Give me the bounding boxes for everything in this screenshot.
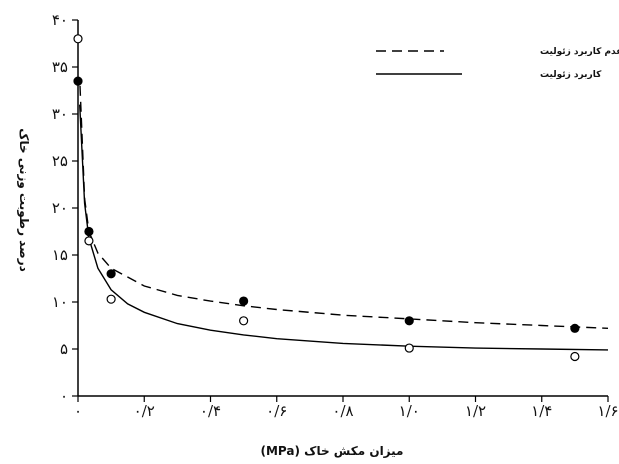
x-tick-label: ۰/۲ <box>134 402 155 420</box>
x-tick-label: ۰/۶ <box>266 402 287 420</box>
legend-label-zeolite: کاربرد زئولیت <box>540 70 602 80</box>
point-zeolite <box>404 343 414 353</box>
point-zeolite <box>84 236 94 246</box>
y-ticks: ۰ ۵ ۱۰ ۱۵ ۲۰ ۲۵ ۳۰ ۳۵ ۴۰ <box>52 11 78 405</box>
fit-curve-no-zeolite <box>79 85 609 329</box>
x-tick-label: ۰/۸ <box>332 402 353 420</box>
point-zeolite <box>239 316 249 326</box>
point-zeolite <box>73 34 83 44</box>
x-tick-label: ۰/۴ <box>200 402 221 420</box>
x-ticks: ۰ ۰/۲ ۰/۴ ۰/۶ ۰/۸ ۱/۰ ۱/۲ ۱/۴ ۱/۶ <box>74 396 619 420</box>
plot-area <box>77 20 608 397</box>
y-tick-label: ۰ <box>60 387 68 405</box>
y-tick-label: ۴۰ <box>52 11 68 29</box>
y-tick-label: ۳۵ <box>52 58 68 76</box>
x-axis-title: میزان مکش خاک (MPa) <box>261 444 404 458</box>
y-axis-title: درصد رطوبت وزنی خاک <box>16 128 31 272</box>
point-no-zeolite <box>84 226 94 237</box>
point-no-zeolite <box>106 269 116 279</box>
point-zeolite <box>106 294 116 304</box>
x-tick-label: ۱/۴ <box>531 402 552 420</box>
y-tick-label: ۵ <box>60 340 68 358</box>
fit-curves <box>79 85 609 351</box>
fit-curve-zeolite <box>79 104 609 351</box>
x-tick-label: ۱/۶ <box>597 402 618 420</box>
y-tick-label: ۱۵ <box>52 246 68 264</box>
legend-label-no-zeolite: عدم کاربرد زئولیت <box>540 47 619 57</box>
y-tick-label: ۲۵ <box>52 152 68 170</box>
point-no-zeolite <box>570 323 580 333</box>
point-no-zeolite <box>239 296 249 306</box>
y-tick-label: ۱۰ <box>52 293 68 311</box>
point-no-zeolite <box>73 76 83 86</box>
y-tick-label: ۳۰ <box>52 105 68 123</box>
point-no-zeolite <box>404 316 414 326</box>
legend: عدم کاربرد زئولیت کاربرد زئولیت <box>376 47 619 80</box>
data-points <box>73 34 580 362</box>
x-tick-label: ۱/۲ <box>465 402 486 420</box>
y-tick-label: ۲۰ <box>52 199 68 217</box>
x-tick-label: ۰ <box>74 402 82 420</box>
x-tick-label: ۱/۰ <box>399 402 420 420</box>
point-zeolite <box>570 351 580 362</box>
